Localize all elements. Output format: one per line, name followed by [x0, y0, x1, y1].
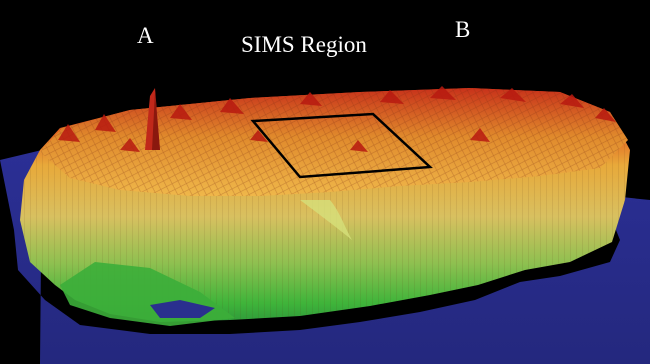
region-title: SIMS Region	[241, 32, 367, 57]
corner-label-b: B	[455, 17, 471, 42]
corner-label-a: A	[137, 23, 154, 48]
spike-shadow	[152, 92, 160, 150]
valley-streak	[300, 200, 352, 240]
low-region-hole	[150, 300, 215, 318]
surface-peaks	[58, 86, 616, 152]
base-plane	[0, 150, 650, 364]
sims-region-outline	[250, 112, 433, 179]
